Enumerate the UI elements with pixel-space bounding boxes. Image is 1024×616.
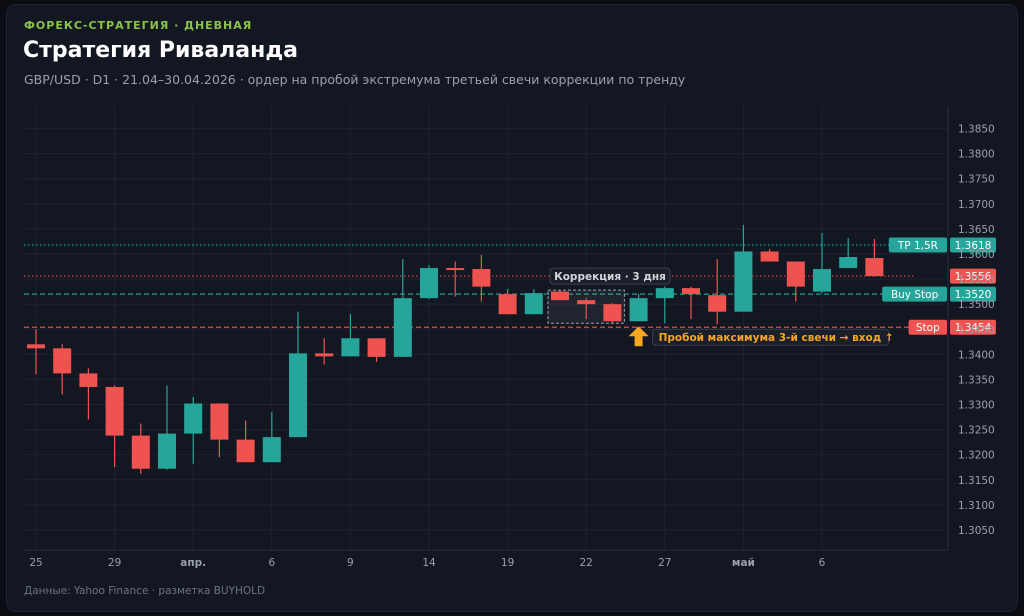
candle-body <box>577 300 596 305</box>
y-tick-label: 1.3350 <box>958 374 995 386</box>
candle-body <box>341 338 360 357</box>
candle-body <box>27 344 45 349</box>
y-tick-label: 1.3850 <box>958 124 995 136</box>
y-tick-label: 1.3150 <box>958 475 995 487</box>
data-source-footer: Данные: Yahoo Finance · разметка BUYHOLD <box>24 585 266 597</box>
candle-body <box>315 353 334 357</box>
y-tick-label: 1.3050 <box>958 525 995 537</box>
axes: 1.3050 1.3100 1.3150 1.3200 1.3250 1.3300 1.33… <box>24 106 995 569</box>
x-tick-label: 6 <box>268 557 275 569</box>
entry-arrow-icon <box>628 326 649 347</box>
y-tick-label: 1.3400 <box>958 349 995 361</box>
x-tick-label: апр. <box>180 557 206 569</box>
candle-body <box>629 298 648 322</box>
candle-body <box>367 338 386 357</box>
x-tick-label: 27 <box>658 557 671 569</box>
candle-body <box>734 251 753 312</box>
price-level-value: 1.3520 <box>955 289 992 301</box>
x-tick-label: 22 <box>580 557 593 569</box>
candle-body <box>603 304 622 322</box>
candle-body <box>551 291 569 301</box>
candle-body <box>210 403 229 440</box>
candle-body <box>236 439 255 463</box>
candle-body <box>131 435 150 469</box>
correction-label-badge <box>549 267 671 285</box>
candle-body <box>262 437 281 463</box>
y-tick-label: 1.3550 <box>958 274 995 286</box>
chart-title: Стратегия Риваланда <box>23 38 298 63</box>
candle-body <box>498 294 517 315</box>
y-tick-label: 1.3250 <box>958 425 995 437</box>
price-level-name: TP 1,5R <box>897 240 938 252</box>
price-level-name: Buy Stop <box>891 289 939 301</box>
candle-body <box>708 295 727 312</box>
candles <box>27 224 884 474</box>
candle-body <box>79 373 98 387</box>
entry-label: Пробой максимума 3-й свечи → вход ↑ <box>659 332 894 344</box>
candle-body <box>53 348 72 374</box>
price-level-value: 1.3618 <box>955 240 992 252</box>
candle-body <box>420 268 438 299</box>
candle-body <box>105 386 124 436</box>
price-level-value: 1.3556 <box>955 271 992 283</box>
y-tick-label: 1.3300 <box>958 400 995 412</box>
candle-body <box>865 258 884 277</box>
price-level-name-badge <box>882 286 947 302</box>
price-level-value-badge <box>950 268 996 284</box>
y-tick-label: 1.3200 <box>958 450 995 462</box>
price-level-name-badge <box>908 319 947 335</box>
candle-body <box>786 261 805 287</box>
candle-body <box>682 288 700 295</box>
candle-body <box>393 298 412 357</box>
x-tick-label: 6 <box>819 557 826 569</box>
x-tick-label: 14 <box>422 557 436 569</box>
price-level-name: Stop <box>916 322 940 334</box>
y-tick-label: 1.3650 <box>958 224 995 236</box>
y-tick-label: 1.3500 <box>958 299 995 311</box>
candle-body <box>472 269 491 287</box>
price-level-value-badge <box>950 319 996 335</box>
x-tick-label: 9 <box>347 557 354 569</box>
candle-body <box>446 268 465 271</box>
candle-body <box>158 433 176 469</box>
y-tick-label: 1.3800 <box>958 149 995 161</box>
candle-body <box>184 403 203 434</box>
y-tick-label: 1.3450 <box>958 324 995 336</box>
chart-kicker: ФОРЕКС-СТРАТЕГИЯ · ДНЕВНАЯ <box>24 19 253 32</box>
y-tick-label: 1.3700 <box>958 199 995 211</box>
price-level-name-badge <box>888 237 947 253</box>
price-levels: 1.3618 TP 1,5R 1.3556 1.3520 Buy Stop 1.3454 S… <box>24 237 996 335</box>
x-tick-label: 25 <box>29 557 42 569</box>
annotations: Пробой максимума 3-й свечи → вход ↑ <box>628 326 894 347</box>
x-tick-label: май <box>732 557 755 569</box>
candle-body <box>839 257 858 269</box>
candle-body <box>524 293 543 315</box>
x-tick-label: 19 <box>501 557 514 569</box>
x-tick-label: 29 <box>108 557 121 569</box>
chart-subtitle: GBP/USD · D1 · 21.04–30.04.2026 · ордер … <box>24 72 686 87</box>
y-tick-label: 1.3750 <box>958 174 995 186</box>
entry-label-badge <box>652 328 890 346</box>
y-tick-label: 1.3100 <box>958 500 995 512</box>
price-level-value-badge <box>950 237 996 253</box>
y-tick-label: 1.3600 <box>958 249 995 261</box>
price-level-value: 1.3454 <box>955 322 992 334</box>
correction-label: Коррекция · 3 дня <box>554 271 666 283</box>
candle-body <box>760 251 779 262</box>
price-level-value-badge <box>950 286 996 302</box>
candle-body <box>289 353 307 438</box>
candle-body <box>813 269 831 292</box>
candle-body <box>655 288 674 299</box>
grid-layer <box>24 106 948 550</box>
